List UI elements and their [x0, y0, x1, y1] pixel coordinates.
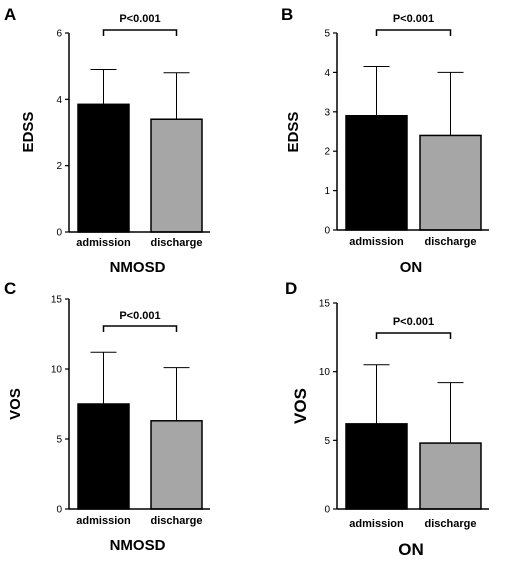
y-axis-label: VOS — [291, 388, 310, 424]
significance-bracket — [375, 332, 452, 339]
panel-b: B EDSS admission discharge 0 1 2 3 4 5 ON P<0.001 — [281, 5, 489, 276]
y-tick-label: 10 — [51, 365, 63, 376]
panel-letter: D — [285, 279, 297, 298]
significance-bracket — [375, 29, 452, 36]
y-tick-label: 0 — [56, 228, 62, 239]
x-tick-label-admission: admission — [349, 236, 404, 248]
panel-a: A EDSS admission discharge 0 2 4 6 NMOSD P<0.001 — [4, 5, 210, 276]
x-tick-label-discharge: discharge — [151, 515, 203, 527]
significance-bracket — [102, 29, 178, 36]
x-tick-label-admission: admission — [76, 515, 131, 527]
significance-label: P<0.001 — [119, 310, 160, 322]
panel-letter: A — [4, 5, 16, 24]
y-tick-label: 3 — [324, 107, 330, 118]
significance-bracket — [102, 325, 178, 332]
x-tick-label-discharge: discharge — [151, 237, 203, 249]
x-tick-label-discharge: discharge — [425, 236, 477, 248]
y-tick-label: 15 — [319, 299, 331, 310]
significance-label: P<0.001 — [119, 13, 160, 25]
panel-d: D VOS admission discharge 0 5 10 15 ON P<0.001 — [285, 279, 489, 559]
bar-admission — [345, 114, 408, 231]
x-axis-title: NMOSD — [110, 259, 166, 276]
significance-label: P<0.001 — [393, 316, 434, 328]
bar-admission — [77, 403, 130, 510]
bar-discharge — [419, 134, 482, 231]
y-axis-label: VOS — [7, 388, 24, 420]
x-axis-title: NMOSD — [110, 537, 166, 554]
y-tick-label: 0 — [324, 226, 330, 237]
bar-discharge — [419, 442, 482, 510]
y-tick-label: 5 — [56, 435, 62, 446]
x-axis-title: ON — [398, 540, 424, 559]
bar-admission — [77, 103, 130, 233]
y-tick-label: 1 — [324, 186, 330, 197]
y-tick-label: 10 — [319, 367, 331, 378]
y-tick-label: 2 — [324, 147, 330, 158]
significance-label: P<0.001 — [393, 13, 434, 25]
y-tick-label: 2 — [56, 161, 62, 172]
bar-discharge — [150, 420, 203, 510]
y-axis-label: EDSS — [20, 112, 37, 153]
y-tick-label: 15 — [51, 295, 63, 306]
x-tick-label-admission: admission — [349, 518, 404, 530]
bar-admission — [345, 423, 408, 510]
panel-c: C VOS admission discharge 0 5 10 15 NMOSD P<0.001 — [4, 279, 210, 554]
panel-letter: C — [4, 279, 16, 298]
x-tick-label-discharge: discharge — [425, 518, 477, 530]
x-tick-label-admission: admission — [76, 237, 131, 249]
y-tick-label: 5 — [324, 29, 330, 40]
bar-discharge — [150, 118, 203, 233]
y-tick-label: 0 — [56, 505, 62, 516]
panel-letter: B — [281, 5, 293, 24]
y-tick-label: 4 — [56, 95, 62, 106]
y-tick-label: 4 — [324, 68, 330, 79]
y-tick-label: 0 — [324, 505, 330, 516]
x-axis-title: ON — [400, 259, 423, 276]
y-tick-label: 5 — [324, 436, 330, 447]
y-tick-label: 6 — [56, 29, 62, 40]
y-axis-label: EDSS — [285, 112, 302, 153]
